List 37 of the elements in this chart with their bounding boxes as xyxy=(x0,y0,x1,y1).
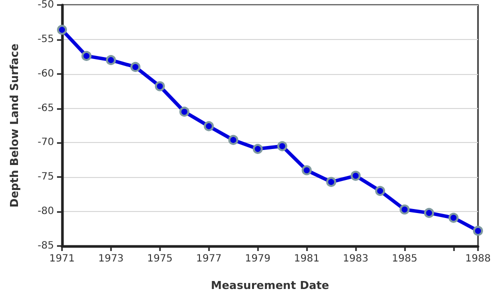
x-tick-label: 1979 xyxy=(245,254,270,264)
x-tick-label: 1985 xyxy=(392,254,418,264)
point xyxy=(424,208,434,218)
x-tick-label: 1983 xyxy=(342,254,368,264)
point xyxy=(473,226,483,236)
y-tick-label: -60 xyxy=(38,68,54,80)
y-tick-label: -70 xyxy=(38,137,54,148)
y-axis-title: Depth Below Land Surface xyxy=(8,44,21,208)
x-tick-label: 1975 xyxy=(147,254,173,264)
point xyxy=(106,55,116,66)
point xyxy=(448,212,459,223)
point xyxy=(81,50,92,61)
point xyxy=(130,62,140,72)
x-tick-label: 1973 xyxy=(98,254,124,264)
point xyxy=(375,186,386,196)
x-tick-label: 1988 xyxy=(465,254,491,264)
point xyxy=(252,144,263,154)
point xyxy=(277,141,288,152)
y-tick-label: -50 xyxy=(38,0,54,10)
point xyxy=(302,165,312,176)
point xyxy=(204,121,214,132)
y-tick-label: -55 xyxy=(38,34,54,45)
point xyxy=(326,176,336,187)
point xyxy=(350,170,361,181)
x-tick-label: 1977 xyxy=(196,254,222,264)
point xyxy=(57,24,67,35)
y-tick-label: -75 xyxy=(38,172,54,183)
x-tick-label: 1971 xyxy=(49,254,75,264)
point xyxy=(154,81,165,92)
point xyxy=(179,106,190,117)
point xyxy=(228,134,238,145)
point xyxy=(400,204,410,215)
y-tick-label: -85 xyxy=(38,240,54,252)
x-tick-label: 1981 xyxy=(294,254,320,264)
x-axis-title: Measurement Date xyxy=(210,279,330,292)
y-tick-label: -80 xyxy=(38,206,54,218)
y-tick-label: -65 xyxy=(38,102,54,114)
